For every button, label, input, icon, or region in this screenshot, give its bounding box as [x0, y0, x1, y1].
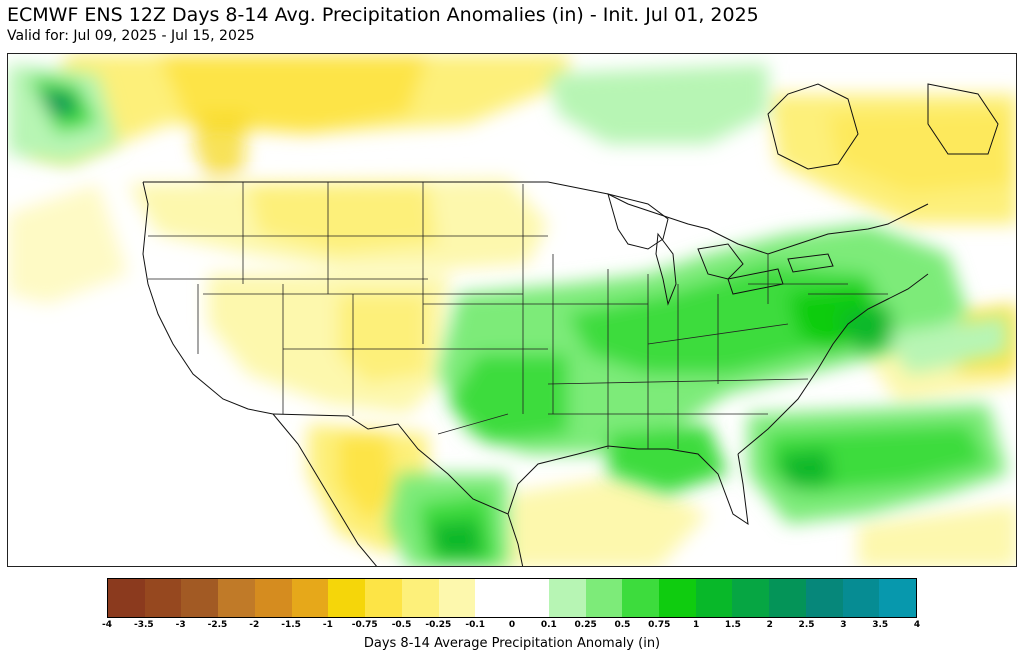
colorbar-swatch — [805, 579, 843, 617]
colorbar-tick-label: -0.1 — [465, 620, 486, 630]
colorbar-tick-label: -0.75 — [351, 620, 378, 630]
colorbar-swatch — [622, 579, 660, 617]
colorbar-swatch — [732, 579, 770, 617]
colorbar-swatch — [548, 579, 586, 617]
colorbar-tick-label: 3.5 — [872, 620, 889, 630]
colorbar-tick-label: 1 — [692, 620, 700, 630]
colorbar-swatch — [512, 579, 549, 617]
colorbar-swatch — [401, 579, 439, 617]
colorbar-swatch — [291, 579, 329, 617]
colorbar-swatch — [328, 579, 366, 617]
colorbar-swatch — [695, 579, 733, 617]
colorbar-tick-label: 0.25 — [574, 620, 597, 630]
colorbar-tick-label: 1.5 — [724, 620, 741, 630]
map-borders — [142, 83, 999, 566]
state-borders — [148, 182, 888, 449]
colorbar-tick-label: 0.5 — [614, 620, 631, 630]
colorbar-swatch — [438, 579, 476, 617]
colorbar-swatches — [107, 578, 917, 618]
colorbar-tick-label: 0 — [508, 620, 516, 630]
colorbar-tick-label: -2.5 — [207, 620, 228, 630]
colorbar-swatch — [879, 579, 917, 617]
colorbar-tick-label: 0.75 — [648, 620, 671, 630]
colorbar-tick-label: -0.25 — [425, 620, 452, 630]
colorbar-tick-label: 4 — [913, 620, 921, 630]
colorbar-swatch — [585, 579, 623, 617]
colorbar-tick-label: -2 — [249, 620, 260, 630]
colorbar-label: Days 8-14 Average Precipitation Anomaly … — [363, 636, 661, 651]
colorbar-tick-label: 2 — [766, 620, 773, 630]
colorbar-swatch — [769, 579, 806, 617]
colorbar-ticks: -4 -3.5 -3 -2.5 -2 -1.5 -1 -0.75 -0.5 -0.25 -0.1 0 0… — [102, 620, 921, 634]
colorbar-tick-label: 3 — [840, 620, 847, 630]
colorbar-tick-label: -4 — [102, 620, 112, 630]
colorbar-swatch — [365, 579, 402, 617]
colorbar-swatch — [475, 579, 513, 617]
colorbar-tick-label: -1 — [322, 620, 333, 630]
colorbar-swatch — [842, 579, 880, 617]
map-title: ECMWF ENS 12Z Days 8-14 Avg. Precipitati… — [7, 4, 759, 26]
colorbar-swatch — [144, 579, 182, 617]
colorbar-tick-label: -3 — [175, 620, 186, 630]
colorbar-tick-label: -1.5 — [281, 620, 301, 630]
colorbar-tick-label: -3.5 — [133, 620, 154, 630]
colorbar-swatch — [218, 579, 255, 617]
valid-period: Valid for: Jul 09, 2025 - Jul 15, 2025 — [7, 28, 255, 44]
colorbar-tick-label: 0.1 — [540, 620, 557, 630]
colorbar-swatch — [108, 579, 145, 617]
colorbar — [107, 578, 917, 620]
colorbar-swatch — [659, 579, 696, 617]
colorbar-tick-label: -0.5 — [391, 620, 412, 630]
colorbar-swatch — [181, 579, 219, 617]
colorbar-tick-label: 2.5 — [798, 620, 815, 630]
colorbar-swatch — [254, 579, 292, 617]
precip-anomaly-map — [7, 53, 1017, 567]
